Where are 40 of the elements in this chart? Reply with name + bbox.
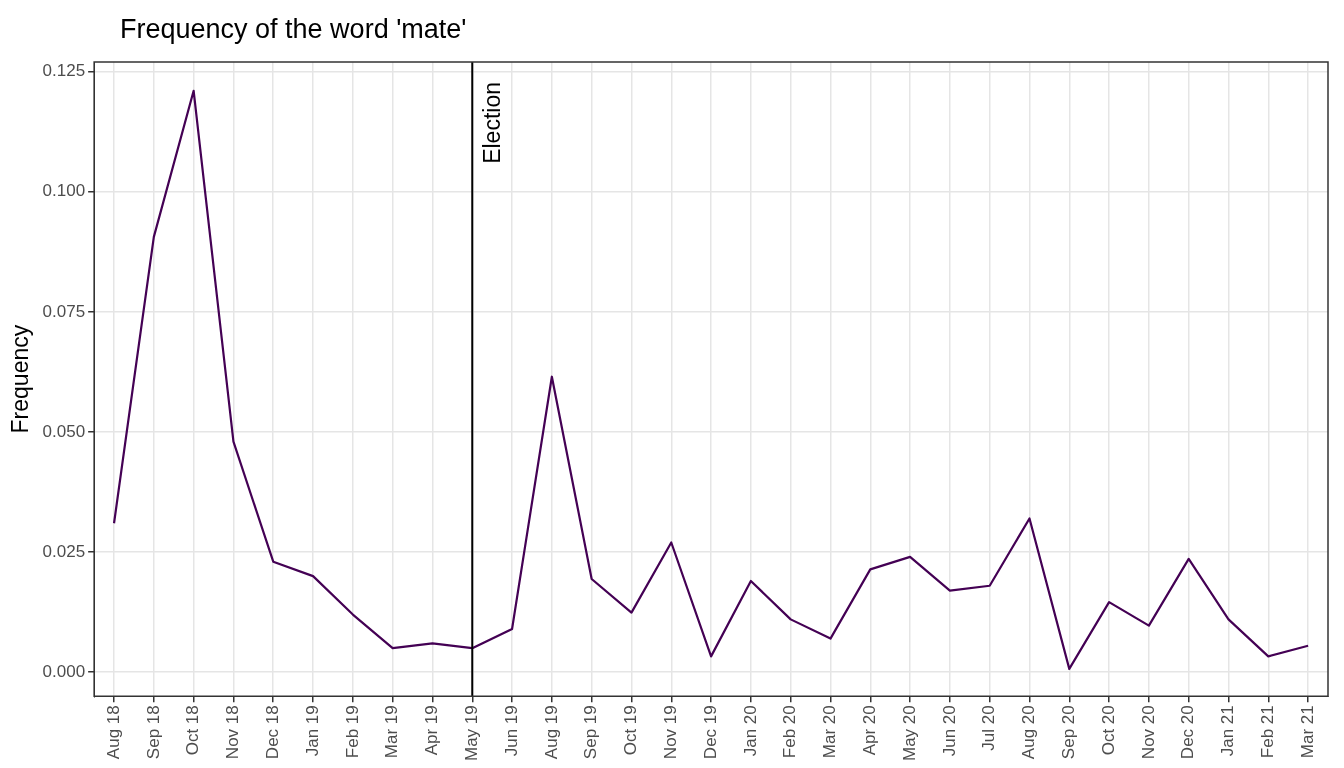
x-tick-label: Jan 19 [302,705,322,757]
x-tick-label: Jan 20 [740,705,760,757]
x-tick-label: Aug 20 [1019,705,1039,760]
x-tick-label: Feb 19 [342,705,362,759]
x-tick-label: Dec 20 [1178,705,1198,760]
y-tick-label: 0.000 [42,661,86,681]
x-tick-label: Jun 20 [939,705,959,757]
x-tick-label: Oct 20 [1098,705,1118,756]
x-tick-label: Jul 20 [979,705,999,751]
x-tick-label: Aug 19 [541,705,561,760]
x-tick-label: Apr 20 [859,705,879,756]
x-tick-label: Mar 21 [1297,705,1317,759]
x-tick-label: Nov 18 [223,705,243,760]
y-tick-label: 0.075 [42,301,86,321]
x-tick-label: Mar 20 [820,705,840,759]
x-tick-label: Dec 18 [262,705,282,760]
x-tick-label: Mar 19 [382,705,402,759]
x-tick-label: Sep 19 [581,705,601,760]
ref-line-label: Election [479,82,506,164]
x-tick-label: May 19 [461,705,481,761]
x-tick-label: Jun 19 [501,705,521,757]
x-tick-label: Oct 18 [183,705,203,756]
x-tick-label: Sep 20 [1058,705,1078,760]
x-tick-label: Nov 20 [1138,705,1158,760]
x-tick-label: Sep 18 [143,705,163,760]
y-tick-label: 0.100 [42,181,86,201]
y-tick-label: 0.025 [42,541,86,561]
x-tick-label: Feb 21 [1257,705,1277,759]
chart-title: Frequency of the word 'mate' [120,14,467,45]
x-tick-label: Apr 19 [422,705,442,756]
x-tick-label: Jan 21 [1218,705,1238,757]
x-tick-label: Nov 19 [660,705,680,760]
y-tick-label: 0.050 [42,421,86,441]
x-tick-label: Oct 19 [621,705,641,756]
y-axis-title: Frequency [7,324,34,434]
x-tick-label: Feb 20 [780,705,800,759]
x-tick-label: Dec 19 [700,705,720,760]
x-tick-label: May 20 [899,705,919,761]
x-tick-label: Aug 18 [103,705,123,760]
y-tick-label: 0.125 [42,61,86,81]
